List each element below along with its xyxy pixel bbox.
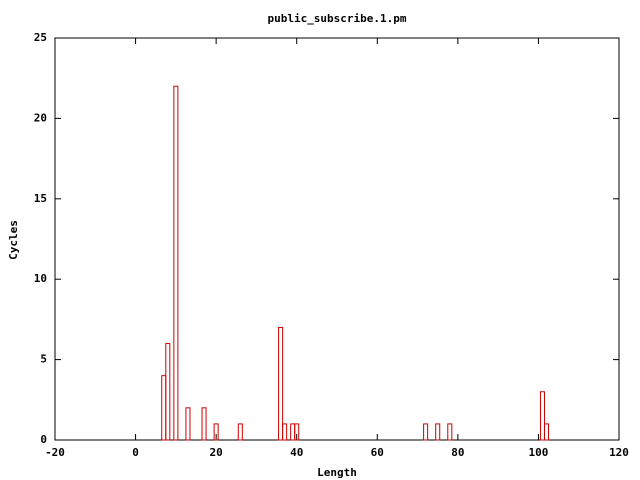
y-axis-label: Cycles (7, 220, 20, 260)
bar (543, 423, 550, 441)
bar (201, 407, 207, 441)
x-tick-label: 0 (132, 446, 139, 459)
bar (165, 343, 171, 441)
y-tick-label: 25 (34, 31, 47, 44)
bar (290, 423, 296, 441)
y-tick-label: 5 (40, 353, 47, 366)
x-tick-label: 40 (290, 446, 303, 459)
y-tick-label: 20 (34, 111, 47, 124)
bar (161, 375, 167, 441)
bar (539, 391, 545, 441)
x-tick-label: 60 (371, 446, 384, 459)
y-tick-label: 10 (34, 272, 47, 285)
chart-title: public_subscribe.1.pm (267, 12, 406, 25)
x-axis-label: Length (317, 466, 357, 479)
x-tick-label: -20 (45, 446, 65, 459)
bar (173, 85, 179, 441)
bar (447, 423, 453, 441)
bar (282, 423, 288, 441)
x-tick-label: 120 (609, 446, 629, 459)
x-tick-label: 20 (210, 446, 223, 459)
bar (278, 326, 284, 441)
bar (423, 423, 429, 441)
y-tick-label: 0 (40, 433, 47, 446)
bar (185, 407, 191, 441)
bar (435, 423, 441, 441)
bar (294, 423, 300, 441)
x-tick-label: 80 (451, 446, 464, 459)
bar (237, 423, 243, 441)
y-tick-label: 15 (34, 192, 47, 205)
x-tick-label: 100 (528, 446, 548, 459)
plot-frame (54, 37, 620, 441)
bar (213, 423, 219, 441)
